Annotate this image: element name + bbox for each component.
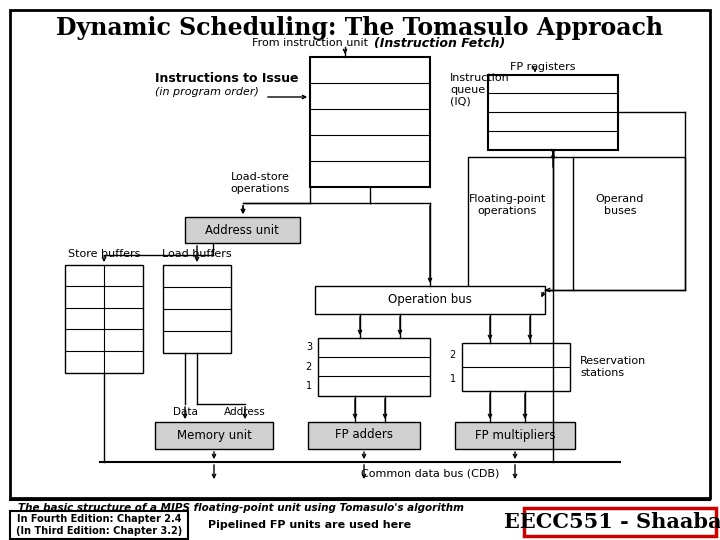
Bar	[315, 286, 545, 314]
Text: Store buffers: Store buffers	[68, 249, 140, 259]
Bar	[70, 270, 148, 378]
Text: (in program order): (in program order)	[155, 87, 259, 97]
Bar	[163, 265, 231, 353]
Bar	[468, 157, 685, 290]
Bar	[315, 62, 435, 192]
Bar	[310, 57, 430, 187]
Bar	[159, 426, 277, 453]
Bar	[455, 422, 575, 449]
Bar	[459, 426, 579, 453]
Text: Pipelined FP units are used here: Pipelined FP units are used here	[208, 520, 412, 530]
Text: Dynamic Scheduling: The Tomasulo Approach: Dynamic Scheduling: The Tomasulo Approac…	[56, 16, 664, 40]
Text: Instructions to Issue: Instructions to Issue	[155, 71, 299, 84]
Bar	[318, 338, 430, 396]
Text: Load buffers: Load buffers	[162, 249, 232, 259]
Text: 2: 2	[450, 350, 456, 360]
Text: In Fourth Edition: Chapter 2.4
(In Third Edition: Chapter 3.2): In Fourth Edition: Chapter 2.4 (In Third…	[16, 514, 182, 536]
Text: FP adders: FP adders	[335, 429, 393, 442]
Text: Address unit: Address unit	[205, 224, 279, 237]
Bar	[10, 511, 188, 539]
Text: Reservation
stations: Reservation stations	[580, 356, 647, 378]
Text: 2: 2	[306, 362, 312, 372]
Text: FP multipliers: FP multipliers	[474, 429, 555, 442]
Bar	[189, 221, 304, 247]
Bar	[488, 75, 618, 150]
Text: Floating-point
operations: Floating-point operations	[469, 194, 546, 216]
Text: 1: 1	[306, 381, 312, 391]
Text: Address: Address	[224, 407, 266, 417]
Text: Operation bus: Operation bus	[388, 294, 472, 307]
Bar	[168, 270, 236, 358]
Bar	[65, 265, 143, 373]
Text: Common data bus (CDB): Common data bus (CDB)	[361, 469, 499, 479]
Bar	[462, 343, 570, 391]
Text: Instruction
queue
(IQ): Instruction queue (IQ)	[450, 73, 510, 106]
Bar	[185, 217, 300, 243]
Text: The basic structure of a MIPS floating-point unit using Tomasulo's algorithm: The basic structure of a MIPS floating-p…	[18, 503, 464, 513]
Bar	[155, 422, 273, 449]
Text: EECC551 - Shaaban: EECC551 - Shaaban	[503, 512, 720, 532]
Text: Load-store
operations: Load-store operations	[230, 172, 289, 194]
Text: From instruction unit: From instruction unit	[252, 38, 368, 48]
Text: 1: 1	[450, 374, 456, 384]
Bar	[524, 508, 716, 536]
Bar	[493, 80, 623, 155]
Text: 3: 3	[306, 342, 312, 352]
Text: Operand
buses: Operand buses	[596, 194, 644, 216]
Text: Data: Data	[173, 407, 197, 417]
Bar	[308, 422, 420, 449]
Bar	[322, 342, 434, 400]
Text: Memory unit: Memory unit	[176, 429, 251, 442]
Bar	[312, 426, 424, 453]
Bar	[466, 347, 574, 395]
Text: (Instruction Fetch): (Instruction Fetch)	[374, 37, 505, 50]
Text: FP registers: FP registers	[510, 62, 575, 72]
